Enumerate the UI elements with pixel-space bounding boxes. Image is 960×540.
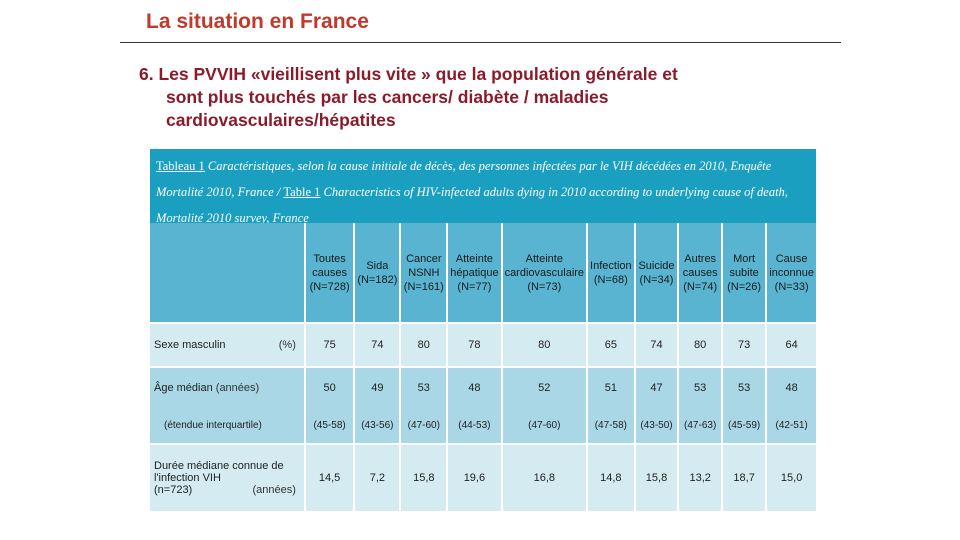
table-cell: 49 [353,366,401,407]
table-cell: 19,6 [446,443,502,511]
caption-tag-en: Table 1 [283,185,321,199]
table-cell: (43-56) [353,407,401,444]
table-row-iqr: (étendue interquartile) (45-58) (43-56) … [150,407,816,444]
table-cell: 73 [720,322,767,367]
header-cell: Toutes causes (N=728) [303,223,355,323]
table-cell: (47-60) [500,407,588,444]
table-cell: 65 [586,322,635,367]
header-cell: Mort subite (N=26) [720,223,767,323]
table-cell: (43-50) [633,407,679,444]
slide-title: La situation en France [146,10,369,33]
table-cell: (45-58) [303,407,355,444]
table-cell: 64 [765,322,816,367]
table-row-duree: Durée médiane connue de l'infection VIH … [150,443,816,511]
header-cell: Atteinte hépatique (N=77) [446,223,502,323]
header-cell: Sida (N=182) [353,223,401,323]
row-label: (étendue interquartile) [150,407,305,444]
table-cell: 7,2 [353,443,401,511]
table-row-age: Âge médian (années) 50 49 53 48 52 51 47… [150,366,816,407]
table-cell: 74 [353,322,401,367]
table-cell: 78 [446,322,502,367]
table-cell: (45-59) [720,407,767,444]
row-label: Durée médiane connue de l'infection VIH … [150,443,305,511]
header-empty [150,223,305,323]
table-cell: 53 [399,366,448,407]
table-cell: (47-58) [586,407,635,444]
caption-text-fr: Caractéristiques, selon la cause initial… [156,159,772,199]
caption-text-en: Characteristics of HIV-infected adults d… [156,185,788,225]
table-cell: 50 [303,366,355,407]
table-cell: 48 [765,366,816,407]
header-row: Toutes causes (N=728) Sida (N=182) Cancer … [150,223,816,323]
table-cell: 47 [633,366,679,407]
title-divider [120,42,841,43]
table-cell: 80 [500,322,588,367]
mortality-table: Tableau 1 Caractéristiques, selon la cau… [150,149,816,511]
table-caption: Tableau 1 Caractéristiques, selon la cau… [150,149,816,225]
table-cell: 16,8 [500,443,588,511]
table-cell: 15,8 [633,443,679,511]
table-cell: 13,2 [677,443,722,511]
caption-tag-fr: Tableau 1 [156,159,205,173]
header-cell: Cancer NSNH (N=161) [399,223,448,323]
header-cell: Suicide (N=34) [633,223,679,323]
table-row-sexe: Sexe masculin (%) 75 74 80 78 80 65 74 80… [150,322,816,367]
table-cell: 80 [677,322,722,367]
data-table: Toutes causes (N=728) Sida (N=182) Cancer … [150,223,816,511]
table-cell: (42-51) [765,407,816,444]
bullet-point: 6. Les PVVIH «vieillisent plus vite » qu… [139,63,799,132]
table-cell: 14,8 [586,443,635,511]
table-cell: 18,7 [720,443,767,511]
table-cell: 15,8 [399,443,448,511]
table-cell: 14,5 [303,443,355,511]
table-cell: (44-53) [446,407,502,444]
row-label: Âge médian (années) [150,366,305,407]
bullet-line-3: cardiovasculaires/hépatites [166,110,396,130]
table-cell: 53 [677,366,722,407]
bullet-line-2: sont plus touchés par les cancers/ diabè… [166,87,609,107]
header-cell: Atteinte cardiovasculaire (N=73) [500,223,588,323]
table-cell: (47-63) [677,407,722,444]
table-cell: 75 [303,322,355,367]
table-cell: 53 [720,366,767,407]
table-cell: 15,0 [765,443,816,511]
header-cell: Infection (N=68) [586,223,635,323]
table-cell: 51 [586,366,635,407]
table-cell: (47-60) [399,407,448,444]
row-label: Sexe masculin (%) [150,322,305,367]
table-cell: 80 [399,322,448,367]
header-cell: Autres causes (N=74) [677,223,722,323]
bullet-line-1: 6. Les PVVIH «vieillisent plus vite » qu… [139,64,678,84]
table-cell: 74 [633,322,679,367]
table-cell: 48 [446,366,502,407]
table-cell: 52 [500,366,588,407]
header-cell: Cause inconnue (N=33) [765,223,816,323]
